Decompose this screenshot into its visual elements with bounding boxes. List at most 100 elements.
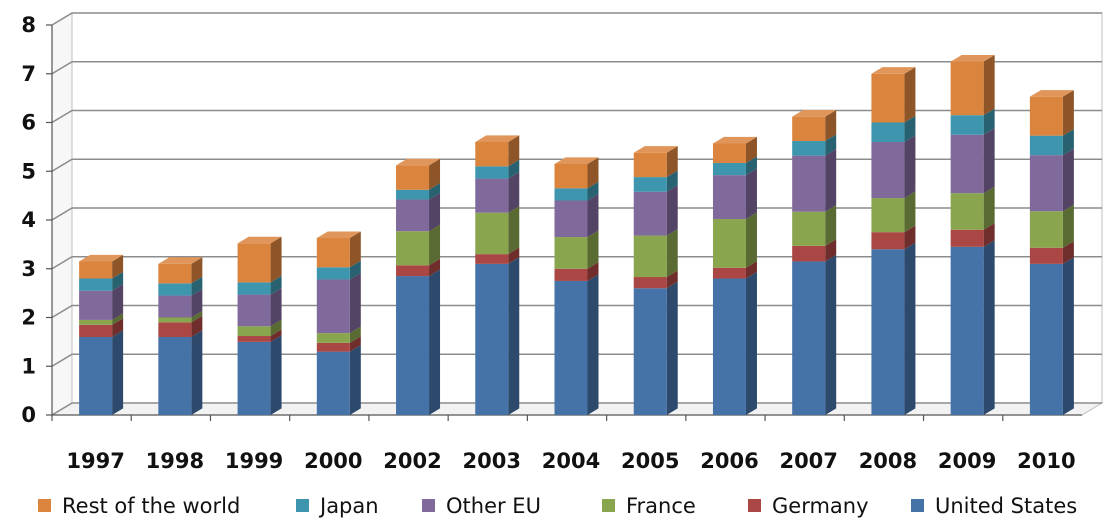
x-tick-label: 2007 <box>779 449 837 473</box>
gridline <box>51 207 1102 221</box>
bar-japan-2009 <box>950 108 995 135</box>
bar-germany-2006 <box>712 261 757 279</box>
bar-rest-of-the-world-2003 <box>475 135 520 167</box>
bar-japan-1999 <box>237 275 282 295</box>
bar-japan-1997 <box>79 271 124 291</box>
legend-label: France <box>626 494 696 518</box>
y-tick-label: 6 <box>21 111 36 135</box>
legend-swatch <box>748 499 761 512</box>
legend-item-rest-of-the-world: Rest of the world <box>38 494 240 518</box>
gridline <box>51 158 1102 172</box>
bar-germany-2002 <box>396 258 441 277</box>
legend-item-united-states: United States <box>911 494 1077 518</box>
y-tick-label: 1 <box>21 354 36 378</box>
bar-stack-2009 <box>950 54 995 415</box>
bar-united-states-2005 <box>633 281 678 415</box>
bar-japan-2005 <box>633 170 678 192</box>
gridlines <box>51 12 1102 416</box>
bar-france-2008 <box>871 191 916 233</box>
legend-label: Rest of the world <box>62 494 240 518</box>
bar-rest-of-the-world-2000 <box>316 231 361 268</box>
bar-france-2007 <box>792 205 837 246</box>
bar-japan-2008 <box>871 115 916 142</box>
x-tick-label: 2003 <box>463 449 521 473</box>
bar-germany-2010 <box>1029 241 1074 264</box>
bar-france-2010 <box>1029 204 1074 248</box>
bar-germany-2008 <box>871 225 916 250</box>
bar-united-states-2008 <box>871 242 916 415</box>
x-tick-label: 2005 <box>621 449 679 473</box>
bar-other-eu-2009 <box>950 128 995 194</box>
bar-france-2004 <box>554 230 599 269</box>
bars <box>79 54 1074 415</box>
bar-japan-2000 <box>316 260 361 280</box>
gridline <box>51 109 1102 124</box>
y-tick-label: 4 <box>21 208 36 232</box>
bar-japan-2007 <box>792 134 837 156</box>
bar-stack-2010 <box>1029 90 1074 415</box>
bar-united-states-2004 <box>554 274 599 415</box>
bar-france-2005 <box>633 229 678 278</box>
bar-rest-of-the-world-2006 <box>712 136 757 163</box>
bar-united-states-2006 <box>712 271 757 415</box>
bar-japan-2002 <box>396 183 441 200</box>
bar-stack-1999 <box>237 236 282 415</box>
y-axis-ticks: 0 1 2 3 4 5 6 7 8 <box>21 13 1082 427</box>
bar-japan-1998 <box>158 276 203 296</box>
bar-rest-of-the-world-2004 <box>554 157 599 189</box>
y-tick-label: 0 <box>21 403 36 427</box>
gridline <box>51 255 1102 270</box>
gridline <box>51 12 1102 26</box>
bar-united-states-2002 <box>396 269 441 415</box>
y-tick-label: 5 <box>21 159 36 183</box>
bar-japan-2006 <box>712 156 757 176</box>
bar-stack-2000 <box>316 231 361 415</box>
bar-germany-2007 <box>792 239 837 262</box>
bar-france-1998 <box>158 310 203 323</box>
y-tick-label: 2 <box>21 306 36 330</box>
bar-japan-2004 <box>554 181 599 201</box>
x-tick-label: 2004 <box>542 449 600 473</box>
legend-item-other-eu: Other EU <box>422 494 541 518</box>
bar-other-eu-2000 <box>316 272 361 334</box>
bar-united-states-2007 <box>792 254 837 415</box>
bar-stack-1997 <box>79 254 124 415</box>
legend-item-germany: Germany <box>748 494 869 518</box>
gridline <box>51 304 1102 319</box>
bar-other-eu-1999 <box>237 287 282 327</box>
bar-rest-of-the-world-2008 <box>871 67 916 123</box>
gridline <box>51 60 1102 75</box>
bar-france-2009 <box>950 186 995 230</box>
bar-france-2000 <box>316 326 361 343</box>
bar-rest-of-the-world-2010 <box>1029 90 1074 136</box>
bar-france-2002 <box>396 224 441 266</box>
legend-swatch <box>602 499 615 512</box>
x-tick-label: 1998 <box>146 449 204 473</box>
bar-united-states-2000 <box>316 345 361 415</box>
bar-stack-2002 <box>396 158 441 415</box>
bar-japan-2003 <box>475 159 520 179</box>
legend-swatch <box>296 499 309 512</box>
y-tick-label: 3 <box>21 257 36 281</box>
bar-united-states-2003 <box>475 257 520 415</box>
x-axis-ticks: 1997 1998 1999 2000 2002 2003 2004 2005 2006 2007… <box>51 415 1076 473</box>
bar-stack-2006 <box>712 136 757 415</box>
bar-germany-1997 <box>79 318 124 337</box>
x-tick-label: 2010 <box>1017 449 1075 473</box>
bar-stack-1998 <box>158 257 203 415</box>
gridline <box>51 353 1102 367</box>
bar-stack-2007 <box>792 110 837 415</box>
bar-germany-2005 <box>633 270 678 289</box>
bar-stack-2004 <box>554 157 599 415</box>
bar-rest-of-the-world-1997 <box>79 254 124 279</box>
bar-other-eu-2010 <box>1029 148 1074 212</box>
x-tick-label: 2006 <box>700 449 758 473</box>
x-tick-label: 2002 <box>383 449 441 473</box>
legend-item-japan: Japan <box>296 494 379 518</box>
bar-other-eu-2007 <box>792 149 837 212</box>
bar-rest-of-the-world-1998 <box>158 257 203 284</box>
bar-germany-2003 <box>475 247 520 264</box>
bar-germany-2004 <box>554 262 599 281</box>
legend-label: Other EU <box>446 494 541 518</box>
